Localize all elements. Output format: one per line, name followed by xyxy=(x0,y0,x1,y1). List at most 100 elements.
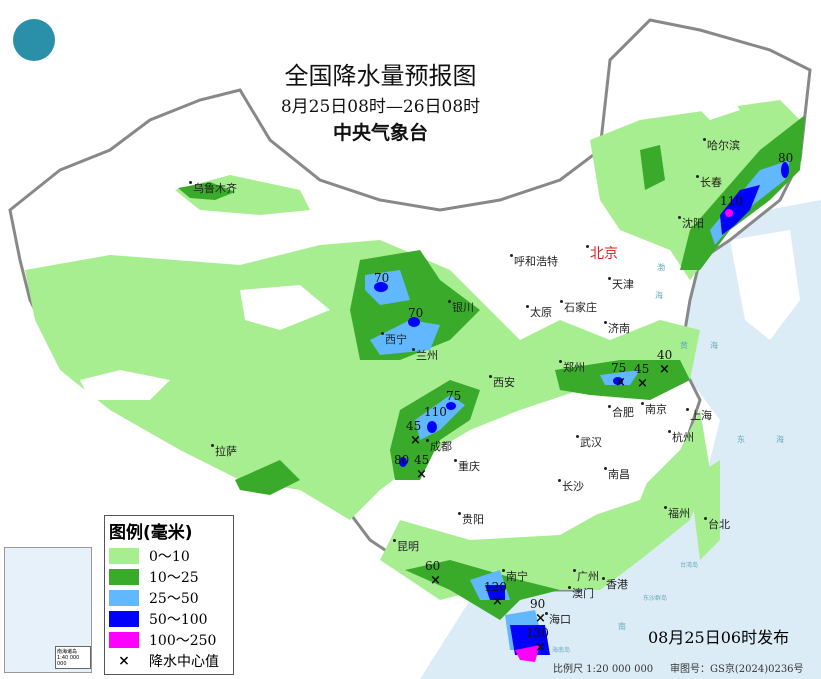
legend-label: 25～50 xyxy=(149,590,199,607)
rain-value: 45 xyxy=(406,419,422,433)
issuer: 中央气象台 xyxy=(332,122,428,144)
rain-value: 60 xyxy=(425,559,441,573)
city-label: 合肥 xyxy=(608,405,634,419)
sea-label: 海南岛 xyxy=(552,647,571,654)
city-label: 南宁 xyxy=(502,569,528,583)
sea-label: 黄 xyxy=(680,341,688,350)
legend-item: 100～250 xyxy=(109,629,233,650)
city-label: 杭州 xyxy=(668,430,694,444)
rain-value: 80 xyxy=(394,453,410,467)
city-label: 台北 xyxy=(704,517,730,531)
legend-label: 50～100 xyxy=(149,611,208,628)
legend-swatch xyxy=(109,568,139,585)
legend: 图例(毫米) 0～10 10～25 25～50 50～100 100～250 ×… xyxy=(104,515,234,675)
x-mark-icon: × xyxy=(410,433,421,448)
map-review-number: 审图号：GS京(2024)0236号 xyxy=(670,664,804,675)
rain-value: 80 xyxy=(778,151,794,165)
city-label: 上海 xyxy=(686,408,712,422)
sea xyxy=(420,200,821,679)
city-label: 拉萨 xyxy=(211,444,237,458)
rain-value: 45 xyxy=(634,362,650,376)
legend-swatch xyxy=(109,631,139,648)
unrained-areas xyxy=(80,80,740,530)
sea-label: 海 xyxy=(776,435,784,444)
city-label: 哈尔滨 xyxy=(703,138,740,152)
x-mark-icon: × xyxy=(492,594,503,609)
weather-logo xyxy=(13,19,55,61)
map-title: 全国降水量预报图 xyxy=(284,62,477,90)
rain-value: 110 xyxy=(424,405,447,419)
x-mark-icon: × xyxy=(118,652,130,669)
x-mark-icon: × xyxy=(416,467,427,482)
x-mark-icon: × xyxy=(535,611,546,626)
city-label: 银川 xyxy=(448,300,474,314)
sea-label: 渤 xyxy=(657,263,665,272)
city-label: 澳门 xyxy=(568,586,594,600)
forecast-period: 8月25日08时—26日08时 xyxy=(280,97,481,117)
legend-label: 10～25 xyxy=(149,569,199,586)
city-label: 长沙 xyxy=(558,479,584,493)
issue-time: 08月25日06时发布 xyxy=(648,628,790,647)
sea-label: 东沙群岛 xyxy=(643,595,668,602)
korea-land xyxy=(730,230,800,340)
city-label: 昆明 xyxy=(393,539,419,553)
city-label: 成都 xyxy=(426,439,452,453)
city-label: 呼和浩特 xyxy=(510,254,558,268)
city-label: 武汉 xyxy=(576,435,602,449)
legend-title: 图例(毫米) xyxy=(109,523,193,543)
legend-label: 0～10 xyxy=(149,548,190,565)
city-label: 天津 xyxy=(608,277,634,291)
city-label: 贵阳 xyxy=(458,512,484,526)
rain-value: 40 xyxy=(657,348,673,362)
legend-swatch xyxy=(109,589,139,606)
city-label: 乌鲁木齐 xyxy=(189,181,237,195)
legend-swatch xyxy=(109,610,139,627)
map-scale: 比例尺 1:20 000 000 xyxy=(553,664,654,675)
city-label: 西安 xyxy=(489,375,515,389)
city-label: 南京 xyxy=(641,402,667,416)
legend-label: 降水中心值 xyxy=(149,653,219,670)
city-label: 长春 xyxy=(696,175,722,189)
sea-label: 海 xyxy=(655,291,663,300)
legend-label: 100～250 xyxy=(149,632,217,649)
x-mark-icon: × xyxy=(659,362,670,377)
legend-item: 50～100 xyxy=(109,608,233,629)
rain-value: 110 xyxy=(720,194,743,208)
legend-item: 0～10 xyxy=(109,545,233,566)
rain-value: 90 xyxy=(530,597,546,611)
city-label: 香港 xyxy=(602,577,628,591)
x-mark-icon: × xyxy=(430,573,441,588)
rain-value: 75 xyxy=(611,361,627,375)
legend-item: × 降水中心值 xyxy=(109,650,233,671)
sea-label: 台湾岛 xyxy=(680,562,699,569)
city-label: 太原 xyxy=(526,305,552,319)
inset-label: 南海诸岛 1:40 000 000 xyxy=(55,646,91,669)
rain-value: 120 xyxy=(484,580,507,594)
city-label: 海口 xyxy=(545,612,571,626)
south-china-sea-inset: 南海诸岛 1:40 000 000 xyxy=(4,547,92,673)
city-label: 重庆 xyxy=(454,459,480,473)
city-label: 沈阳 xyxy=(678,216,704,230)
city-label: 福州 xyxy=(664,506,690,520)
rain-50-100 xyxy=(374,162,789,655)
rain-100-250 xyxy=(515,209,733,662)
city-label: 石家庄 xyxy=(560,300,597,314)
legend-item: 25～50 xyxy=(109,587,233,608)
city-label: 郑州 xyxy=(559,360,585,374)
sea-label: 南 xyxy=(618,622,626,631)
city-label: 西宁 xyxy=(381,332,407,346)
rain-value: 70 xyxy=(374,271,390,285)
city-label-beijing: 北京 xyxy=(586,245,618,262)
x-mark-icon: × xyxy=(637,376,648,391)
rain-value: 45 xyxy=(414,453,430,467)
city-label: 济南 xyxy=(604,321,630,335)
x-mark-icon: × xyxy=(615,375,626,390)
legend-swatch xyxy=(109,547,139,564)
rain-value: 130 xyxy=(526,626,549,640)
city-label: 广州 xyxy=(573,569,599,583)
sea-label: 海 xyxy=(710,341,718,350)
rain-0-10 xyxy=(25,100,800,600)
rain-value: 75 xyxy=(446,389,462,403)
legend-item: 10～25 xyxy=(109,566,233,587)
